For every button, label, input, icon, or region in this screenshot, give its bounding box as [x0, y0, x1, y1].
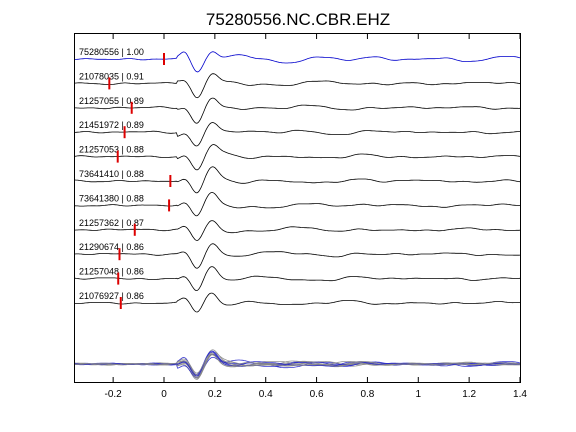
trace-4: 21257053 | 0.88: [74, 144, 521, 171]
x-tick-label: 0.6: [310, 389, 324, 400]
trace-10: 21076927 | 0.86: [74, 291, 521, 313]
waveform-line: [74, 73, 521, 99]
x-tick-label: 1.2: [462, 389, 476, 400]
waveform-line: [74, 220, 521, 241]
stack-waveform: [74, 353, 521, 374]
stack-waveform: [74, 353, 521, 379]
chart-title: 75280556.NC.CBR.EHZ: [206, 10, 390, 29]
trace-2: 21257055 | 0.89: [75, 96, 521, 124]
x-tick-label: -0.2: [105, 389, 123, 400]
x-tick-label: 0.8: [360, 389, 374, 400]
waveform-line: [74, 144, 521, 171]
stack-overlay: [74, 349, 521, 380]
trace-label: 73641410 | 0.88: [79, 169, 144, 179]
trace-0: 75280556 | 1.00: [75, 47, 521, 73]
waveform-line: [74, 191, 520, 217]
x-tick-label: 1.4: [513, 389, 527, 400]
waveform-line: [74, 122, 521, 147]
trace-7: 21257362 | 0.87: [74, 218, 521, 241]
trace-3: 21451972 | 0.89: [74, 120, 521, 147]
axes-box: [74, 33, 521, 383]
trace-label: 21257048 | 0.86: [79, 267, 144, 277]
x-tick-label: 0.2: [208, 389, 222, 400]
waveform-line: [74, 243, 521, 269]
trace-label: 21078035 | 0.91: [79, 71, 144, 81]
trace-label: 21290674 | 0.86: [79, 242, 144, 252]
trace-6: 73641380 | 0.88: [74, 191, 520, 217]
stack-waveform: [74, 353, 521, 379]
trace-label: 21257055 | 0.89: [79, 96, 144, 106]
trace-9: 21257048 | 0.86: [74, 266, 521, 292]
trace-5: 73641410 | 0.88: [74, 166, 521, 194]
x-axis: -0.2 0 0.2 0.4 0.6 0.8 1 1.2 1.4: [105, 34, 527, 400]
waveform-line: [74, 292, 521, 313]
trace-8: 21290674 | 0.86: [74, 242, 521, 269]
trace-label: 73641380 | 0.88: [79, 193, 144, 203]
master-waveform: [75, 51, 521, 73]
trace-label: 21076927 | 0.86: [79, 291, 144, 301]
waveform-line: [74, 166, 521, 194]
x-tick-label: 1: [416, 389, 422, 400]
x-tick-label: 0: [161, 389, 167, 400]
plot-area: 75280556 | 1.00 21078035 | 0.91 21257055 |…: [74, 47, 521, 380]
trace-1: 21078035 | 0.91: [74, 71, 521, 99]
waveform-line: [75, 97, 521, 124]
stack-waveform: [74, 356, 521, 377]
trace-label: 21257362 | 0.87: [79, 218, 144, 228]
trace-label: 75280556 | 1.00: [79, 47, 144, 57]
waveform-line: [74, 266, 521, 292]
trace-label: 21451972 | 0.89: [79, 120, 144, 130]
x-tick-label: 0.4: [259, 389, 273, 400]
trace-label: 21257053 | 0.88: [79, 145, 144, 155]
